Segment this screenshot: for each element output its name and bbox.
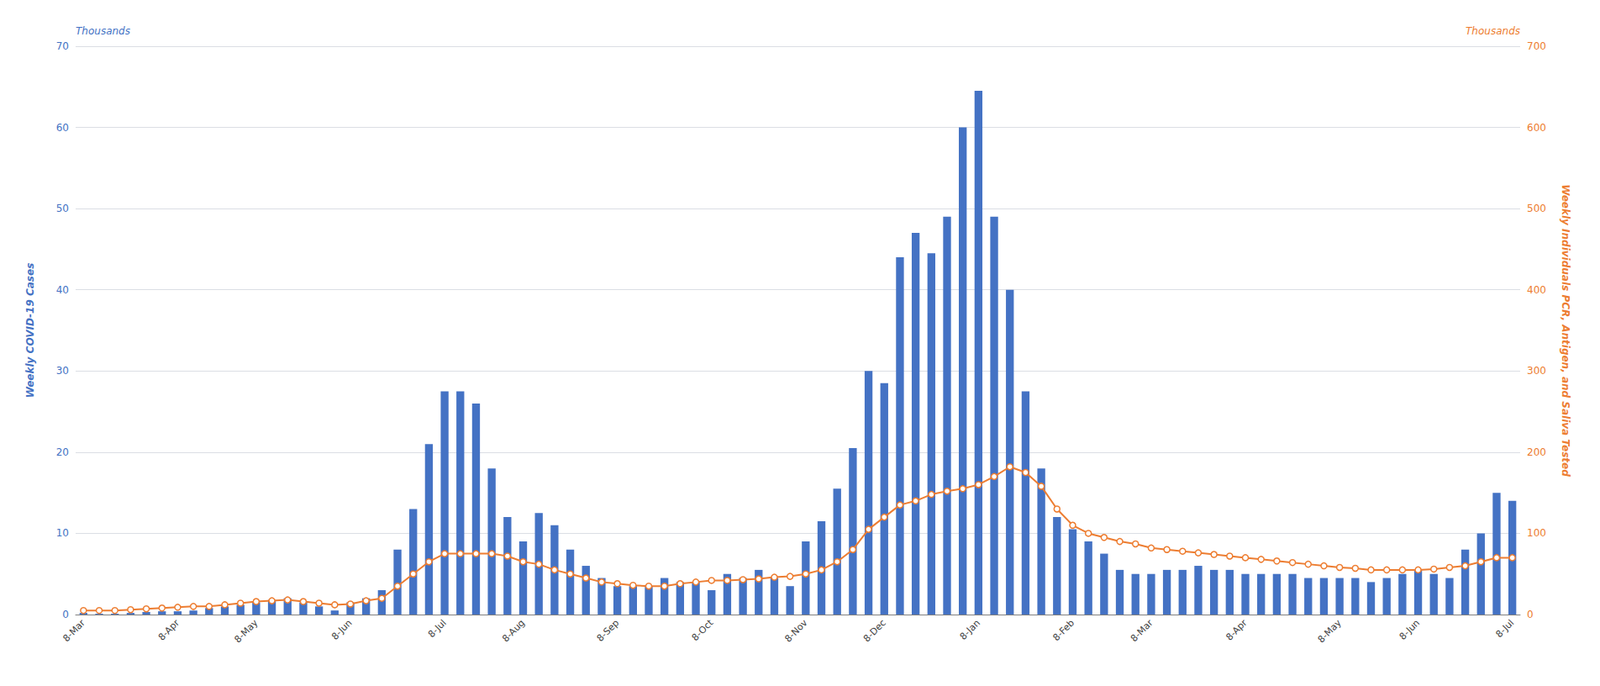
svg-text:50: 50	[56, 202, 69, 215]
svg-text:8-Jul: 8-Jul	[426, 616, 449, 640]
svg-text:8-Apr: 8-Apr	[156, 616, 183, 643]
svg-text:8-Dec: 8-Dec	[861, 616, 889, 644]
svg-text:500: 500	[1526, 202, 1547, 215]
svg-text:8-Aug: 8-Aug	[500, 616, 527, 644]
svg-text:8-Sep: 8-Sep	[594, 616, 622, 644]
svg-text:40: 40	[56, 284, 69, 296]
svg-text:Weekly Individuals PCR, Antige: Weekly Individuals PCR, Antigen, and Sal…	[1559, 184, 1572, 477]
svg-text:300: 300	[1526, 364, 1547, 377]
svg-text:Thousands: Thousands	[1465, 25, 1521, 37]
svg-text:Thousands: Thousands	[75, 25, 131, 37]
svg-text:200: 200	[1526, 446, 1547, 458]
svg-text:0: 0	[1526, 608, 1534, 621]
svg-text:8-May: 8-May	[1315, 616, 1344, 645]
svg-text:8-Nov: 8-Nov	[782, 616, 810, 644]
svg-text:8-Jun: 8-Jun	[329, 616, 355, 643]
svg-text:8-Oct: 8-Oct	[689, 616, 716, 643]
svg-text:8-Jan: 8-Jan	[957, 616, 983, 642]
svg-text:30: 30	[56, 364, 69, 377]
svg-text:8-Feb: 8-Feb	[1050, 616, 1077, 643]
svg-text:70: 70	[56, 40, 69, 53]
svg-text:100: 100	[1526, 526, 1547, 539]
svg-text:20: 20	[56, 446, 69, 458]
svg-text:8-Jul: 8-Jul	[1494, 616, 1517, 640]
svg-text:600: 600	[1526, 121, 1547, 134]
svg-text:8-Apr: 8-Apr	[1223, 616, 1250, 643]
svg-text:8-Mar: 8-Mar	[60, 616, 88, 644]
svg-text:60: 60	[56, 121, 69, 134]
svg-text:400: 400	[1526, 284, 1547, 296]
svg-text:0: 0	[62, 608, 69, 621]
svg-text:8-May: 8-May	[231, 616, 260, 645]
svg-text:Weekly COVID-19 Cases: Weekly COVID-19 Cases	[24, 263, 37, 399]
svg-text:10: 10	[56, 526, 69, 539]
svg-text:8-Mar: 8-Mar	[1128, 616, 1156, 644]
svg-text:8-Jun: 8-Jun	[1397, 616, 1423, 643]
svg-text:700: 700	[1526, 40, 1547, 53]
